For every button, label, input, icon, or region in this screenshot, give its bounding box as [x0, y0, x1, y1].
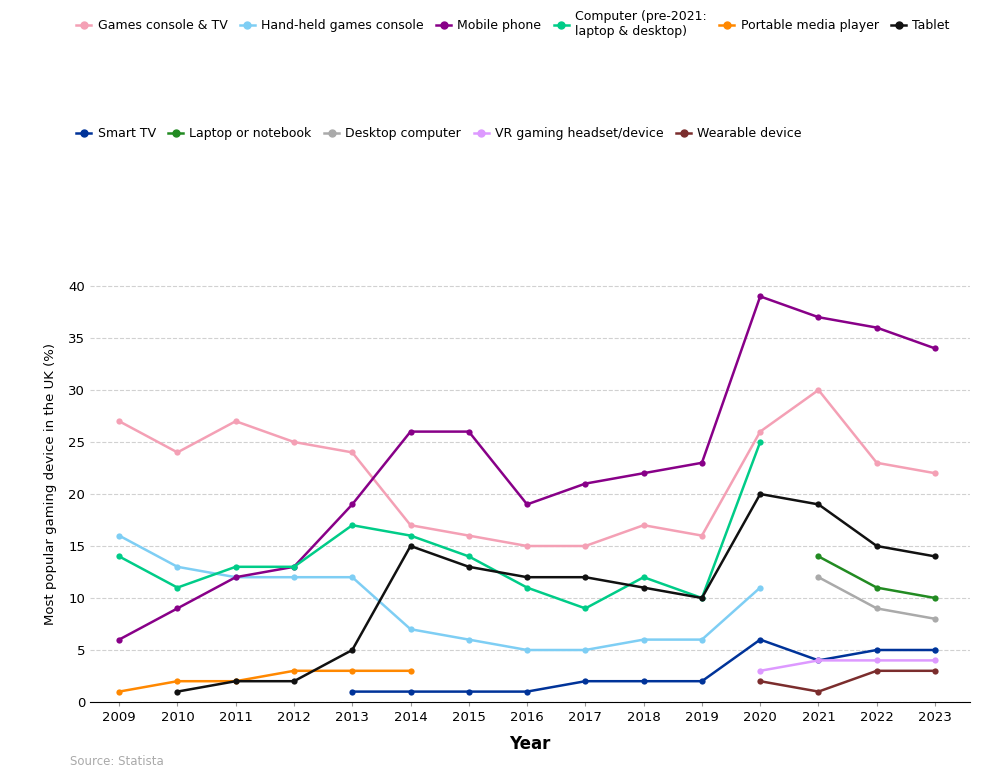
Text: Source: Statista: Source: Statista — [70, 755, 164, 768]
Legend: Smart TV, Laptop or notebook, Desktop computer, VR gaming headset/device, Wearab: Smart TV, Laptop or notebook, Desktop co… — [76, 127, 802, 140]
X-axis label: Year: Year — [509, 735, 551, 753]
Y-axis label: Most popular gaming device in the UK (%): Most popular gaming device in the UK (%) — [44, 342, 57, 625]
Legend: Games console & TV, Hand-held games console, Mobile phone, Computer (pre-2021:
l: Games console & TV, Hand-held games cons… — [76, 10, 950, 38]
